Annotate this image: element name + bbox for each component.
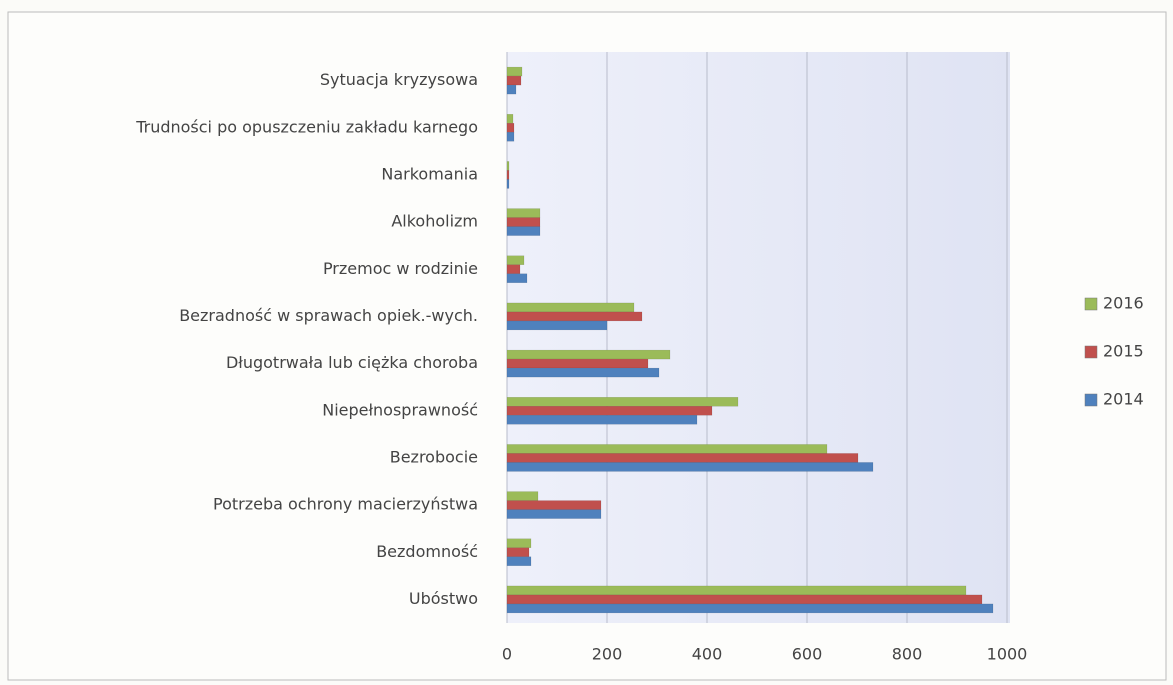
bar [506,462,874,472]
x-tick-label: 0 [502,645,512,664]
bar [506,255,525,265]
legend-label: 2014 [1103,390,1144,409]
bar [506,179,510,189]
plot-area [507,52,1010,623]
bar [506,75,522,86]
y-tick-label: Potrzeba ochrony macierzyństwa [213,495,478,514]
bar [506,66,523,77]
bar [506,302,635,313]
x-tick-label: 400 [692,645,723,664]
bar [506,585,967,596]
legend-label: 2016 [1103,294,1144,313]
y-tick-label: Ubóstwo [409,589,478,608]
bar [506,367,660,378]
bar [506,264,521,274]
bar [506,84,517,95]
y-tick-label: Alkoholizm [391,212,478,231]
x-tick-label: 800 [892,645,923,664]
bar [506,406,713,416]
bar [506,547,530,557]
bar [506,349,671,360]
y-tick-label: Bezrobocie [390,447,478,466]
legend-swatch [1084,393,1098,407]
bar [506,603,994,614]
bar [506,170,510,180]
bar [506,358,649,369]
x-tick-label: 600 [792,645,823,664]
bar [506,161,510,171]
y-tick-label: Długotrwała lub ciężka choroba [226,353,478,372]
bar [506,226,541,236]
bar [506,132,515,142]
bar [506,123,515,133]
bar [506,415,698,425]
bar [506,453,859,463]
y-tick-label: Niepełnosprawność [322,400,478,419]
y-tick-label: Przemoc w rodzinie [323,259,478,278]
bar [506,444,828,454]
legend-label: 2015 [1103,342,1144,361]
y-tick-label: Trudności po opuszczeniu zakładu karnego [135,117,478,136]
bar [506,538,532,548]
y-tick-label: Bezdomność [376,542,478,561]
bar [506,500,602,510]
bar [506,320,608,331]
bar [506,594,983,605]
bar [506,273,528,283]
bar [506,208,541,218]
bar [506,491,539,501]
y-tick-label: Bezradność w sprawach opiek.-wych. [179,306,478,325]
y-tick-label: Narkomania [381,164,478,183]
bar [506,509,602,519]
bar [506,397,739,407]
bar [506,114,514,124]
legend-swatch [1084,297,1098,311]
bar [506,556,532,566]
x-tick-label: 200 [592,645,623,664]
bar [506,217,541,227]
x-tick-label: 1000 [987,645,1028,664]
legend-swatch [1084,345,1098,359]
y-tick-label: Sytuacja kryzysowa [320,70,478,89]
bar [506,311,643,322]
